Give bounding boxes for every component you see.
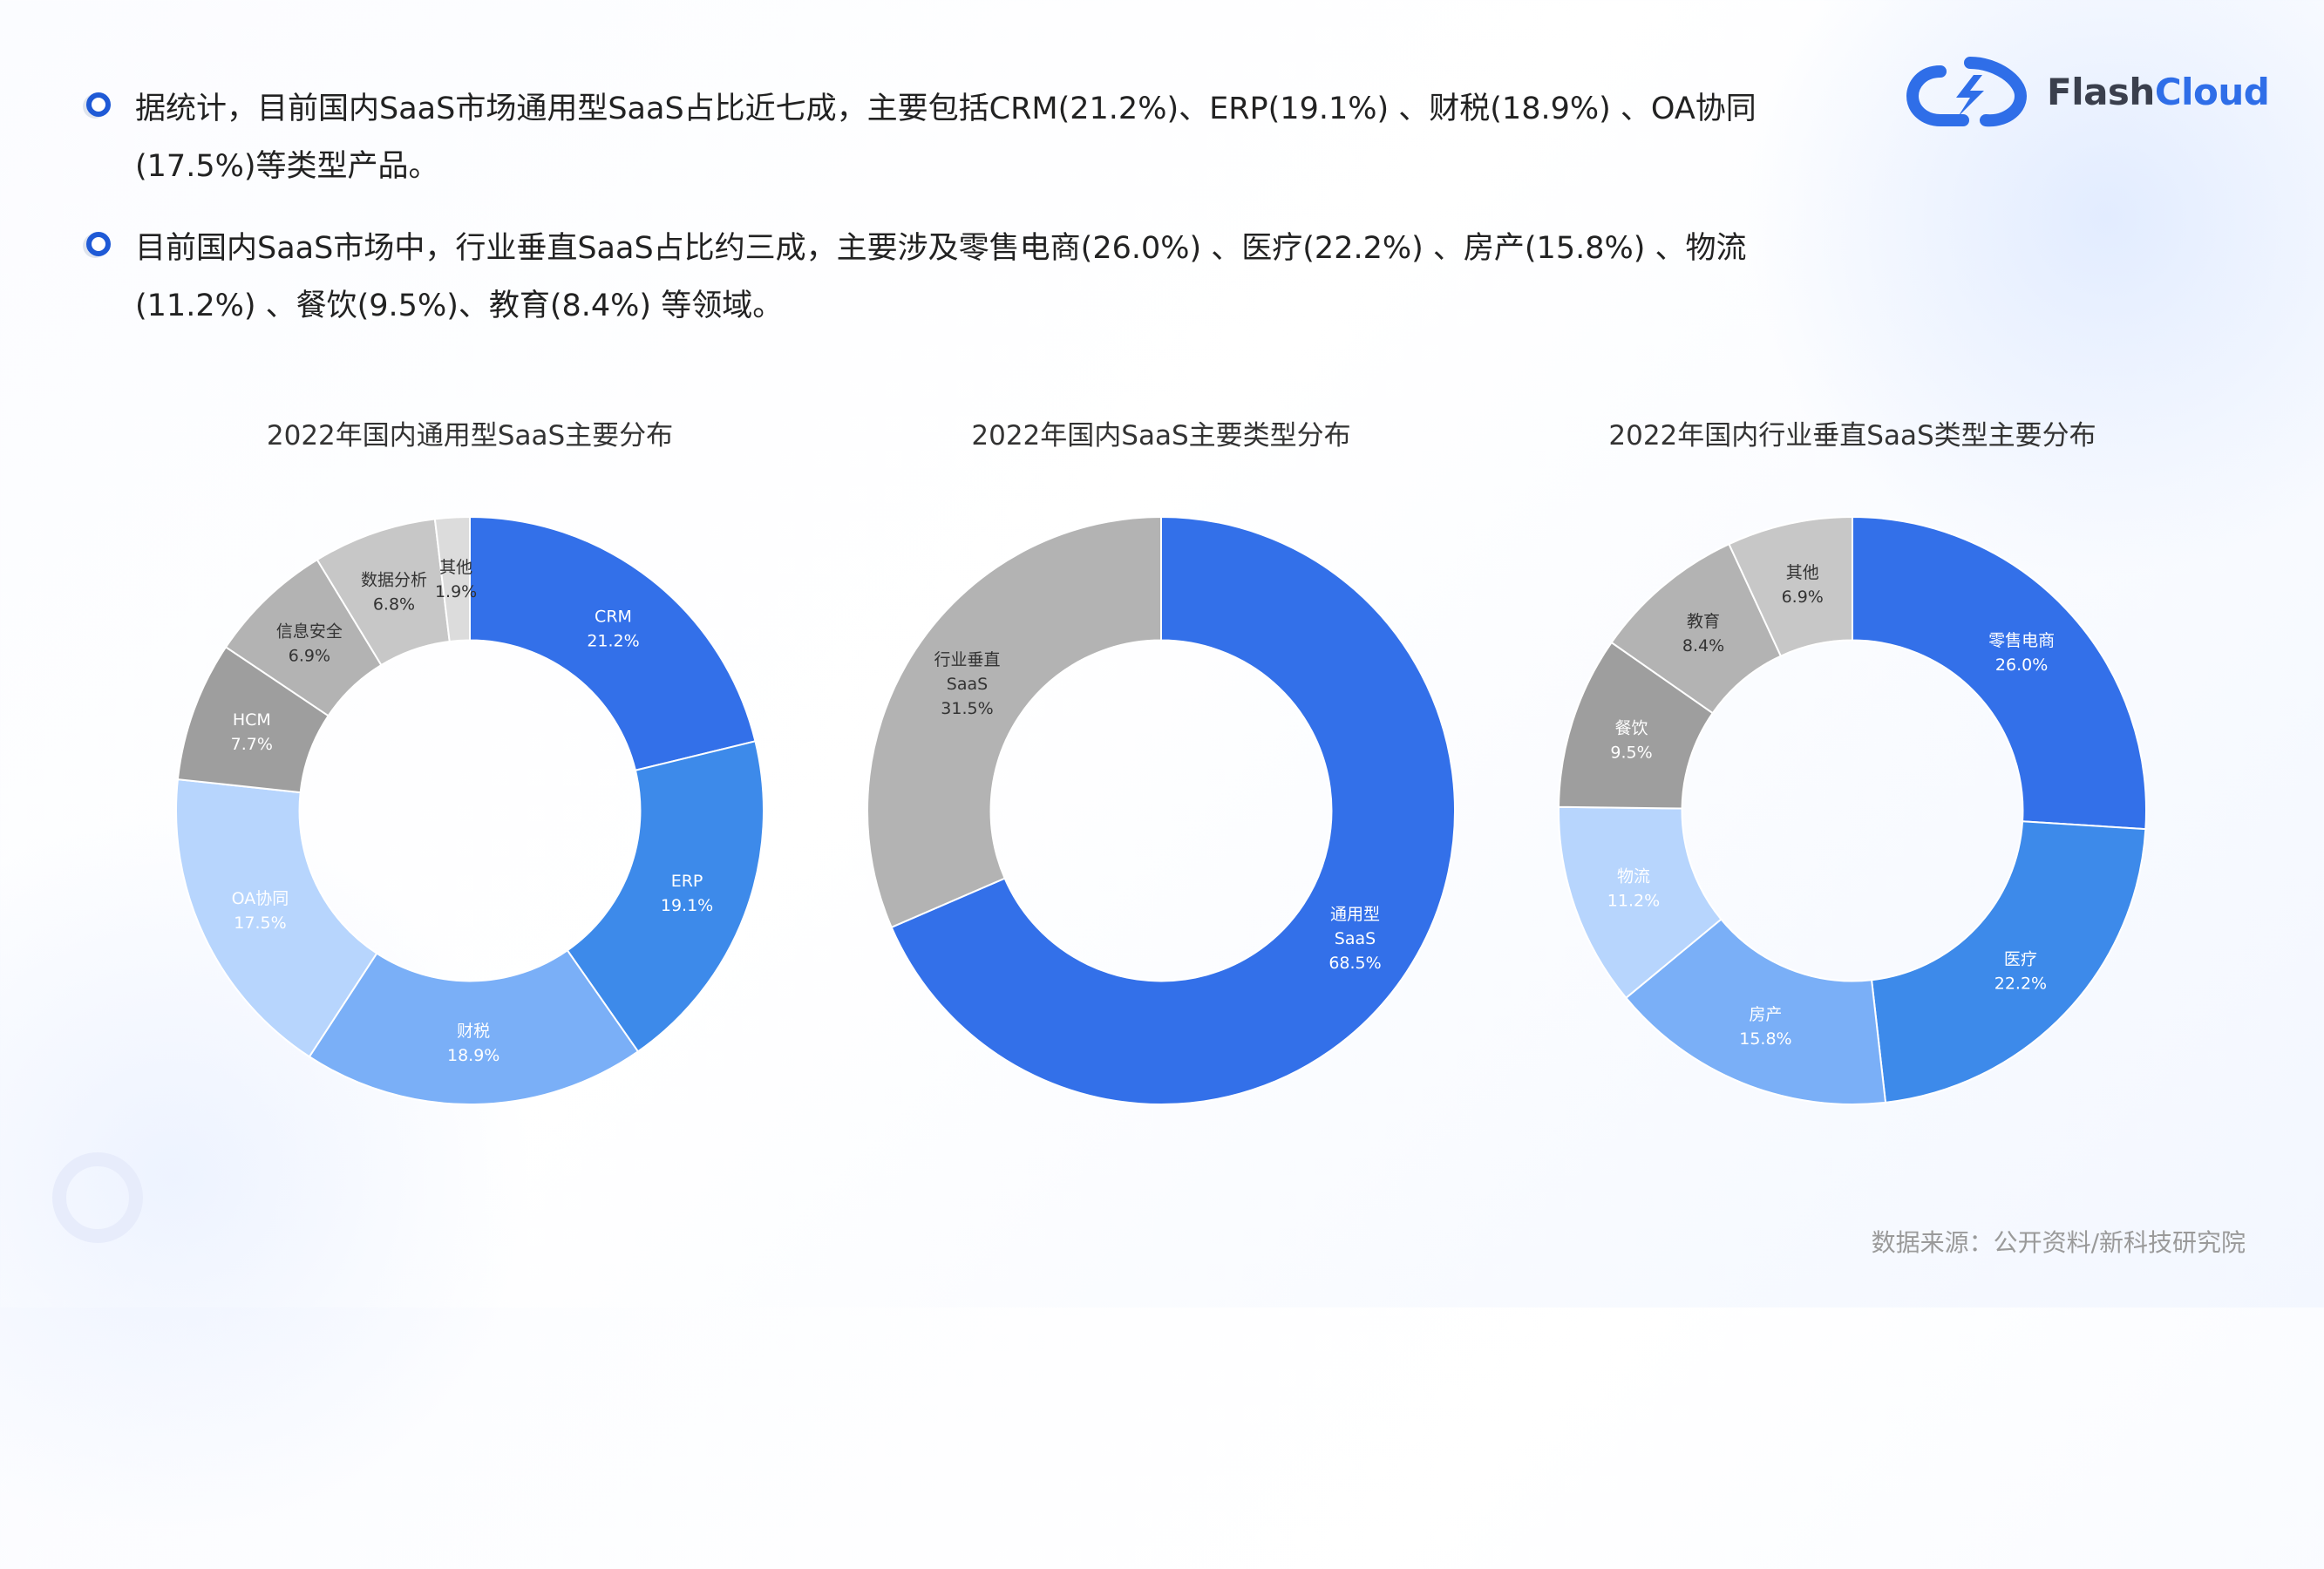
donut-slice-label-1: 医疗 22.2% [1994,949,2047,993]
donut-chart-vertical: 零售电商 26.0% 医疗 22.2% 房产 15.8% 物流 11.2% 餐饮 9.5% 教育 8.… [1558,515,2147,1105]
donut-slice-1 [866,515,1162,929]
donut-chart-types: 通用型 SaaS 68.5% 行业垂直 SaaS 31.5% [866,515,1456,1105]
bullet-text-line-1: 据统计，目前国内SaaS市场通用型SaaS占比近七成，主要包括CRM(21.2%… [135,92,1757,126]
logo-text: FlashCloud [2047,70,2270,113]
donut-slice-0 [890,515,1456,1105]
donut-slice-label-5: 信息安全 6.9% [276,622,343,666]
donut-slice-label-3: OA协同 17.5% [232,889,289,933]
bullet-ring-icon [86,92,111,117]
donut-slice-label-0: 零售电商 26.0% [1988,631,2055,675]
chart-title-types: 2022年国内SaaS主要类型分布 [971,420,1351,452]
bullet-ring-icon [86,232,111,256]
donut-slice-label-3: 物流 11.2% [1607,867,1660,911]
bullet-text-line-1: 目前国内SaaS市场中，行业垂直SaaS占比约三成，主要涉及零售电商(26.0%… [135,231,1747,266]
bullet-text-line-2: (11.2%) 、餐饮(9.5%)、教育(8.4%) 等领域。 [135,289,784,323]
decorative-ring [52,1152,143,1243]
bullet-vertical-saas: 目前国内SaaS市场中，行业垂直SaaS占比约三成，主要涉及零售电商(26.0%… [83,220,1826,335]
donut-slice-1 [566,740,764,1053]
donut-slice-label-4: 餐饮 9.5% [1610,719,1652,763]
flashcloud-logo: FlashCloud [1906,52,2270,131]
donut-slice-2 [1624,918,1887,1105]
donut-slice-0 [1852,515,2147,831]
donut-slice-3 [175,778,378,1058]
donut-slice-label-0: CRM 21.2% [587,608,639,651]
donut-slice-label-0: 通用型 SaaS 68.5% [1328,905,1381,973]
donut-slice-label-7: 其他 1.9% [435,558,477,601]
donut-slice-label-5: 教育 8.4% [1682,612,1724,655]
donut-slice-label-6: 其他 6.9% [1782,563,1824,607]
bullet-general-saas: 据统计，目前国内SaaS市场通用型SaaS占比近七成，主要包括CRM(21.2%… [83,80,1826,195]
donut-slice-2 [308,948,640,1105]
summary-bullets: 据统计，目前国内SaaS市场通用型SaaS占比近七成，主要包括CRM(21.2%… [83,80,1826,359]
donut-chart-general: CRM 21.2% ERP 19.1% 财税 18.9% OA协同 17.5% HCM 7.7% 信… [175,515,764,1105]
donut-slice-7 [433,515,471,643]
bullet-text-line-2: (17.5%)等类型产品。 [135,149,439,184]
flashcloud-logo-icon [1906,57,2028,127]
donut-slice-6 [1728,515,1853,657]
chart-title-vertical: 2022年国内行业垂直SaaS类型主要分布 [1608,420,2096,452]
data-source-note: 数据来源：公开资料/新科技研究院 [1871,1228,2246,1257]
donut-slice-label-4: HCM 7.7% [231,710,273,754]
donut-slice-label-2: 财税 18.9% [447,1022,499,1065]
donut-slice-1 [1870,820,2147,1104]
donut-slice-label-2: 房产 15.8% [1739,1005,1791,1049]
donut-slice-0 [469,515,757,771]
donut-slice-label-1: ERP 19.1% [661,872,713,915]
chart-title-general: 2022年国内通用型SaaS主要分布 [266,420,674,452]
donut-slice-label-6: 数据分析 6.8% [361,570,427,614]
donut-slice-label-1: 行业垂直 SaaS 31.5% [934,650,1000,718]
